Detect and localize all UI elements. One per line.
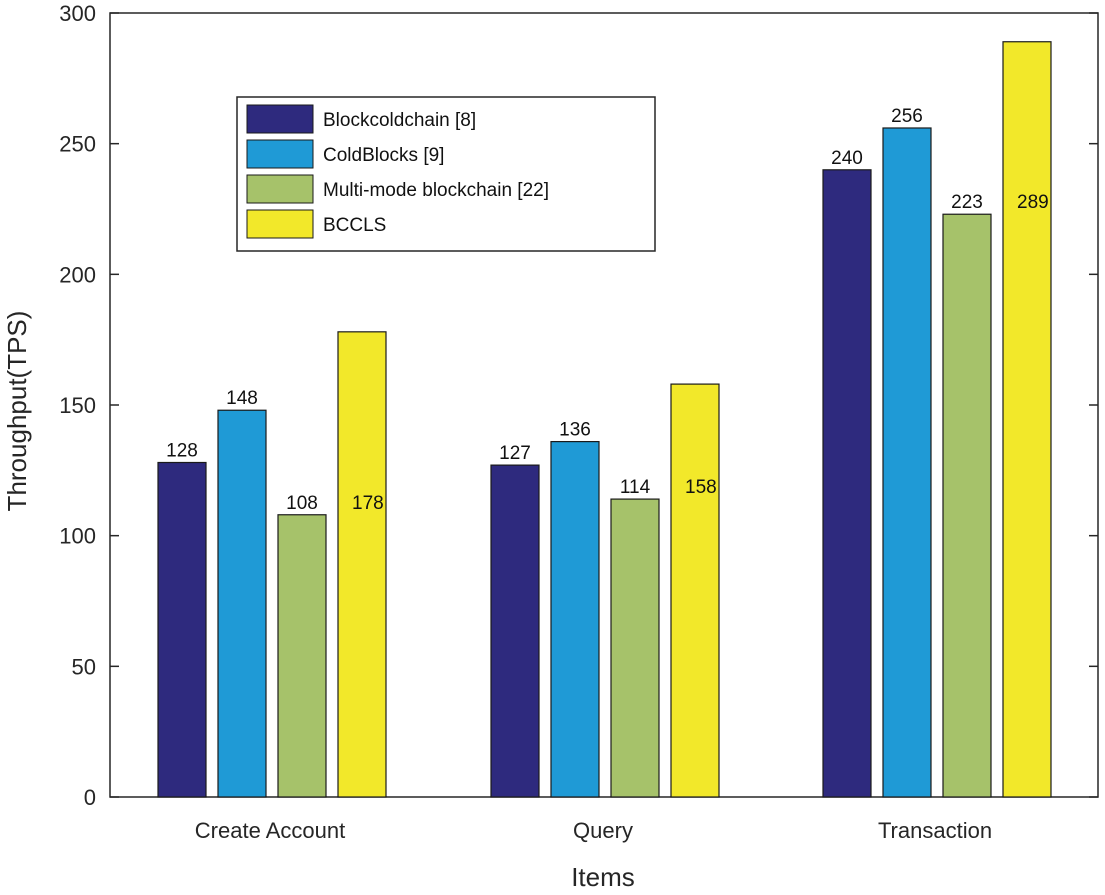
bar-4-3 [1002,41,1052,798]
legend-swatch [246,104,314,134]
data-labels: 128 148 108 178 127 136 114 158 240 256 223 289 [166,106,1049,514]
x-tick-label: Create Account [195,818,345,843]
bar-series [157,41,1052,798]
legend-entry: Blockcoldchain [8] [323,110,476,131]
x-axis-label: Items [571,862,635,892]
data-label: 256 [891,106,923,127]
data-label: 223 [951,192,983,213]
data-label: 136 [559,420,591,441]
y-axis: 0 50 100 150 200 250 300 [59,1,1098,810]
data-label: 289 [1017,192,1049,213]
bar-3-3 [942,213,992,798]
y-tick-label: 150 [59,393,96,418]
bar-3-2 [610,498,660,798]
y-tick-label: 200 [59,262,96,287]
legend: Blockcoldchain [8] ColdBlocks [9] Multi-mo… [236,96,656,252]
bar-1-1 [157,461,207,798]
x-tick-label: Transaction [878,818,992,843]
data-label: 158 [685,477,717,498]
legend-swatch [246,174,314,204]
legend-entry: BCCLS [323,215,386,236]
bar-4-1 [337,331,387,798]
data-label: 148 [226,388,258,409]
legend-swatch [246,209,314,239]
y-tick-label: 100 [59,524,96,549]
data-label: 240 [831,148,863,169]
bar-2-1 [217,409,267,798]
data-label: 128 [166,440,198,461]
data-label: 114 [620,477,651,498]
legend-entry: Multi-mode blockchain [22] [323,180,549,201]
x-axis: Create Account Query Transaction [195,818,992,843]
legend-swatch [246,139,314,169]
bar-3-1 [277,514,327,798]
y-tick-label: 50 [72,654,96,679]
bar-2-2 [550,440,600,798]
bar-4-2 [670,383,720,798]
y-axis-label: Throughput(TPS) [2,311,32,512]
y-tick-label: 250 [59,132,96,157]
bar-1-3 [822,169,872,798]
legend-entry: ColdBlocks [9] [323,145,444,166]
y-tick-label: 300 [59,1,96,26]
data-label: 108 [286,493,318,514]
data-label: 127 [499,443,531,464]
y-tick-label: 0 [84,785,96,810]
bar-2-3 [882,127,932,798]
x-tick-label: Query [573,818,633,843]
bar-1-2 [490,464,540,798]
data-label: 178 [352,493,384,514]
